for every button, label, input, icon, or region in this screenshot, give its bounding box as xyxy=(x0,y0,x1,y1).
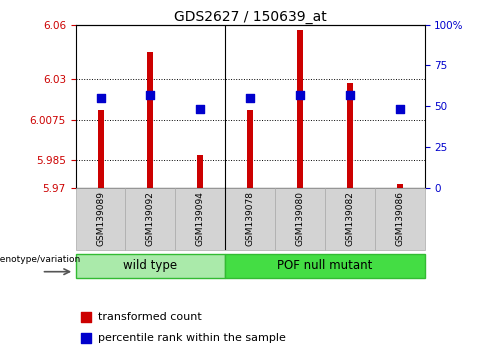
Bar xyxy=(275,188,325,250)
Bar xyxy=(397,184,403,188)
Point xyxy=(342,207,349,213)
Bar xyxy=(247,110,253,188)
Bar xyxy=(225,188,275,250)
Point xyxy=(396,107,404,112)
Text: POF null mutant: POF null mutant xyxy=(277,259,372,272)
Bar xyxy=(225,255,425,278)
Bar xyxy=(325,188,375,250)
Point xyxy=(97,95,104,101)
Bar xyxy=(76,188,125,250)
Text: GSM139080: GSM139080 xyxy=(295,191,305,246)
Text: GSM139094: GSM139094 xyxy=(196,191,205,246)
Point xyxy=(346,92,354,98)
Bar xyxy=(98,110,103,188)
Point xyxy=(296,92,304,98)
Text: GSM139092: GSM139092 xyxy=(146,191,155,246)
Text: GSM139082: GSM139082 xyxy=(346,191,354,246)
Point xyxy=(246,95,254,101)
Bar xyxy=(375,188,425,250)
Text: GSM139086: GSM139086 xyxy=(395,191,404,246)
Point xyxy=(342,23,349,29)
Title: GDS2627 / 150639_at: GDS2627 / 150639_at xyxy=(174,10,326,24)
Text: wild type: wild type xyxy=(123,259,178,272)
Bar xyxy=(197,155,203,188)
Text: percentile rank within the sample: percentile rank within the sample xyxy=(98,332,286,343)
Bar xyxy=(76,255,225,278)
Text: GSM139078: GSM139078 xyxy=(245,191,255,246)
Point xyxy=(196,107,204,112)
Text: GSM139089: GSM139089 xyxy=(96,191,105,246)
Text: transformed count: transformed count xyxy=(98,312,202,322)
Bar xyxy=(175,188,225,250)
Bar xyxy=(147,52,153,188)
Bar xyxy=(125,188,175,250)
Text: genotype/variation: genotype/variation xyxy=(0,255,81,264)
Bar xyxy=(297,30,303,188)
Point xyxy=(146,92,154,98)
Bar xyxy=(347,83,353,188)
